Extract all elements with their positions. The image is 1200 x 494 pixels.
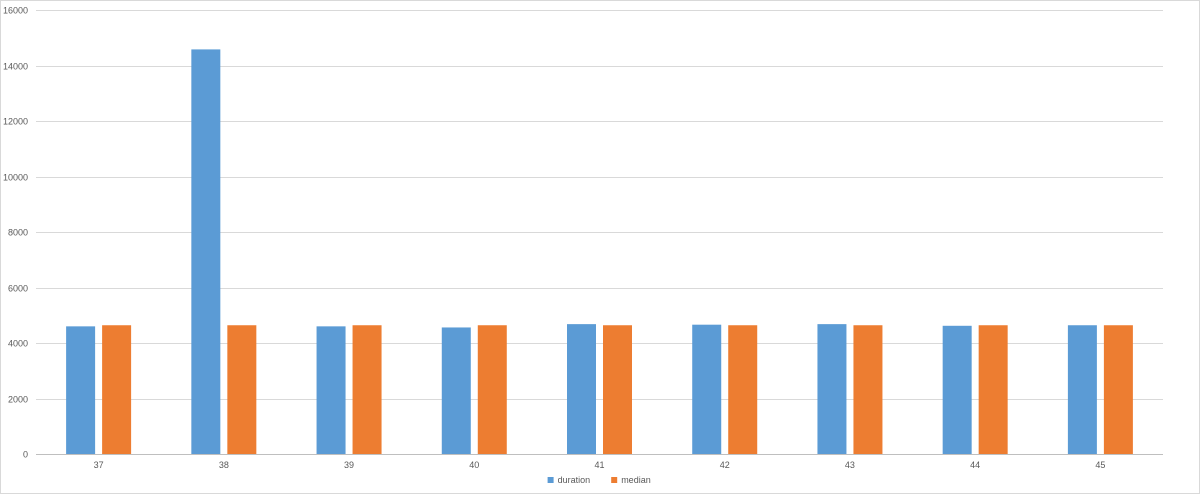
bar-duration-40 — [441, 327, 471, 454]
x-tick-label: 41 — [594, 460, 604, 470]
y-tick-label: 6000 — [8, 284, 28, 294]
bar-median-41 — [603, 325, 632, 454]
bar-duration-43 — [817, 324, 847, 454]
bar-median-42 — [728, 325, 758, 454]
legend-label-median: median — [621, 475, 651, 485]
bar-duration-39 — [316, 326, 346, 454]
bar-median-37 — [102, 325, 132, 454]
x-axis-ticks: 37 38 39 40 41 42 43 44 45 — [94, 460, 1106, 470]
x-tick-label: 40 — [469, 460, 479, 470]
legend: duration median — [547, 475, 651, 485]
y-tick-label: 14000 — [3, 62, 28, 72]
x-tick-label: 44 — [970, 460, 980, 470]
bar-duration-41 — [567, 324, 596, 454]
bars — [66, 49, 1133, 454]
legend-swatch-duration — [547, 477, 554, 483]
bar-median-43 — [853, 325, 883, 454]
legend-label-duration: duration — [558, 475, 591, 485]
y-tick-label: 8000 — [8, 228, 28, 238]
bar-median-40 — [477, 325, 507, 454]
x-tick-label: 42 — [720, 460, 730, 470]
bar-median-44 — [978, 325, 1008, 454]
bar-median-38 — [227, 325, 257, 454]
x-tick-label: 39 — [344, 460, 354, 470]
x-tick-label: 43 — [845, 460, 855, 470]
bar-duration-45 — [1067, 325, 1097, 454]
bar-duration-44 — [942, 325, 972, 454]
y-tick-label: 2000 — [8, 395, 28, 405]
x-tick-label: 45 — [1095, 460, 1105, 470]
y-tick-label: 12000 — [3, 117, 28, 127]
bar-median-39 — [352, 325, 382, 454]
bar-duration-42 — [692, 324, 722, 454]
y-tick-label: 0 — [23, 450, 28, 460]
legend-swatch-median — [611, 477, 618, 483]
x-tick-label: 37 — [94, 460, 104, 470]
gridlines — [36, 10, 1163, 455]
x-tick-label: 38 — [219, 460, 229, 470]
y-axis-ticks: 0 2000 4000 6000 8000 10000 12000 14000 16000 — [3, 6, 28, 460]
y-tick-label: 4000 — [8, 339, 28, 349]
bar-median-45 — [1103, 325, 1133, 454]
y-tick-label: 16000 — [3, 6, 28, 16]
bar-duration-37 — [66, 326, 96, 454]
bar-duration-38 — [191, 49, 221, 454]
y-tick-label: 10000 — [3, 173, 28, 183]
